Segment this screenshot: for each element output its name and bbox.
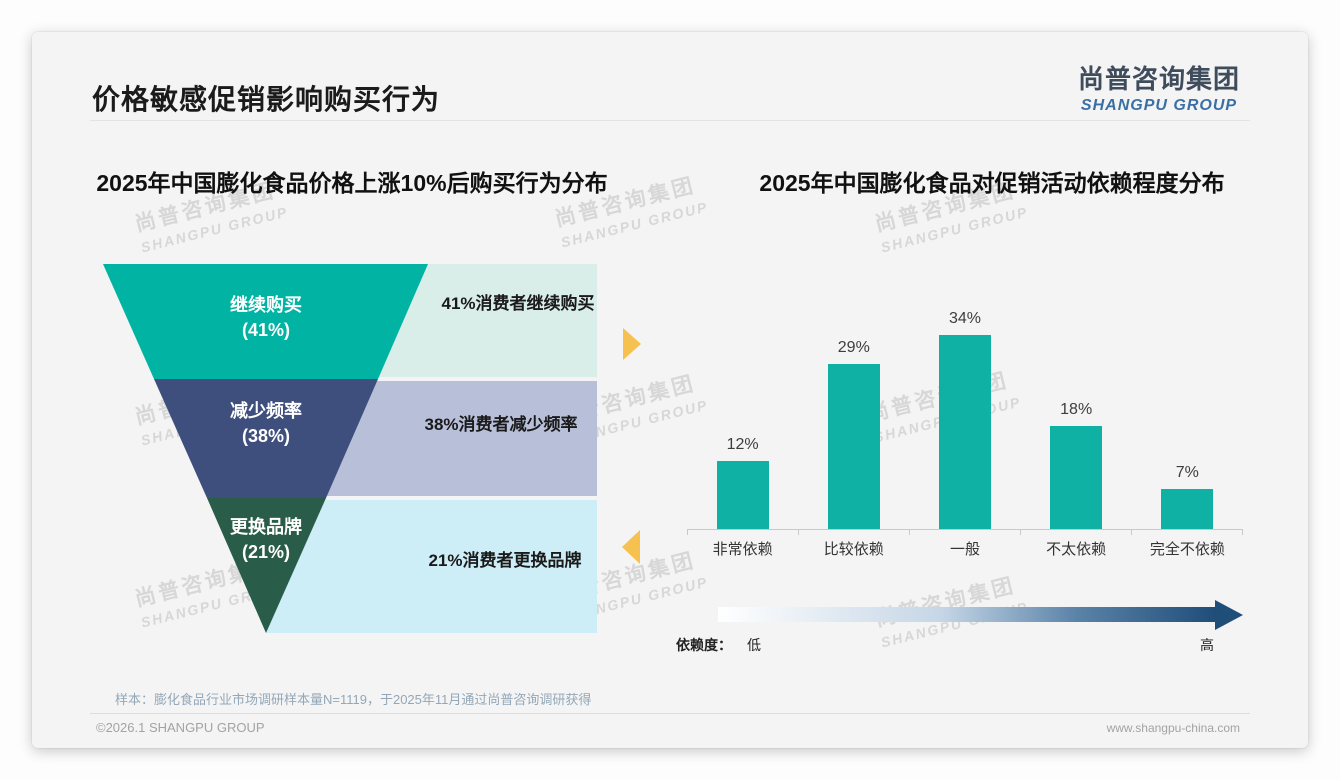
- axis-tick: [1242, 530, 1243, 535]
- funnel-segment-2: [154, 379, 378, 498]
- logo-en: SHANGPU GROUP: [1080, 97, 1238, 114]
- bar: [1161, 489, 1214, 529]
- bar-category-label: 非常依赖: [712, 541, 773, 558]
- watermark-cn: 尚普咨询集团: [872, 574, 1018, 632]
- bar-column: 7%: [1132, 464, 1243, 529]
- company-logo: 尚普咨询集团 SHANGPU GROUP: [1078, 59, 1240, 115]
- bar-column: 34%: [909, 310, 1020, 529]
- x-axis: [687, 529, 1243, 535]
- bar-category-label: 一般: [949, 541, 980, 558]
- bar-category-label: 完全不依赖: [1149, 541, 1225, 558]
- funnel-segment-pct: (38%): [242, 426, 290, 446]
- axis-tick: [909, 530, 910, 535]
- bar: [1050, 426, 1103, 529]
- arrow-right-icon: [623, 328, 641, 360]
- bar-value-label: 29%: [837, 339, 870, 356]
- dependency-high-label: 高: [1200, 637, 1214, 653]
- title-divider: [90, 120, 1250, 121]
- funnel-segment-pct: (21%): [242, 542, 290, 562]
- bar-value-label: 34%: [948, 310, 981, 327]
- bar-chart-title: 2025年中国膨化食品对促销活动依赖程度分布: [759, 170, 1225, 196]
- funnel-note-text: 38%消费者减少频率: [424, 414, 577, 434]
- dependency-arrowhead-icon: [1215, 600, 1243, 630]
- axis-tick: [1131, 530, 1132, 535]
- funnel-note-text: 21%消费者更换品牌: [428, 550, 581, 570]
- funnel-segment-label: 继续购买: [230, 294, 302, 315]
- bar-value-label: 12%: [726, 436, 759, 453]
- axis-tick: [1020, 530, 1021, 535]
- footer-divider: [90, 713, 1250, 714]
- bar-column: 12%: [687, 436, 798, 529]
- bar-column: 29%: [798, 339, 909, 529]
- footer-copyright: ©2026.1 SHANGPU GROUP: [96, 720, 265, 735]
- axis-tick: [687, 530, 688, 535]
- bar: [716, 461, 769, 529]
- funnel-note-box-3: [266, 500, 597, 633]
- bar-value-label: 18%: [1060, 401, 1093, 418]
- watermark-en: SHANGPU GROUP: [559, 198, 710, 251]
- slide: 尚普咨询集团 SHANGPU GROUP 尚普咨询集团 SHANGPU GROU…: [32, 32, 1308, 748]
- watermark-en: SHANGPU GROUP: [879, 203, 1030, 256]
- dependency-low-label: 低: [747, 637, 761, 653]
- dependency-scale-label: 依赖度：: [676, 637, 732, 653]
- funnel-segment-1: [103, 264, 428, 379]
- watermark-en: SHANGPU GROUP: [139, 203, 290, 256]
- arrow-left-icon: [622, 530, 640, 564]
- sample-note: 样本：膨化食品行业市场调研样本量N=1119，于2025年11月通过尚普咨询调研…: [115, 692, 592, 707]
- footer-website: www.shangpu-china.com: [1106, 721, 1240, 735]
- funnel-segment-3: [207, 498, 326, 633]
- bar: [827, 364, 880, 529]
- funnel-chart-title: 2025年中国膨化食品价格上涨10%后购买行为分布: [96, 170, 608, 196]
- funnel-segment-pct: (41%): [242, 320, 290, 340]
- bar-category-labels: 非常依赖 比较依赖 一般 不太依赖 完全不依赖: [687, 538, 1243, 559]
- axis-tick: [798, 530, 799, 535]
- bar-chart: 12% 29% 34% 18% 7%: [687, 300, 1243, 529]
- dependency-gradient-bar: [718, 607, 1215, 622]
- funnel-segment-label: 减少频率: [230, 400, 302, 421]
- bar-category-label: 不太依赖: [1046, 541, 1107, 558]
- bar-column: 18%: [1021, 401, 1132, 529]
- bar: [938, 335, 991, 529]
- bar-category-label: 比较依赖: [823, 541, 884, 558]
- bar-value-label: 7%: [1175, 464, 1199, 481]
- logo-cn: 尚普咨询集团: [1077, 64, 1240, 94]
- funnel-segment-label: 更换品牌: [230, 516, 302, 537]
- funnel-chart: 继续购买 (41%) 减少频率 (38%) 更换品牌 (21%) 41%消费者继…: [103, 264, 597, 633]
- funnel-note-text: 41%消费者继续购买: [441, 293, 594, 313]
- page-title: 价格敏感促销影响购买行为: [92, 84, 441, 115]
